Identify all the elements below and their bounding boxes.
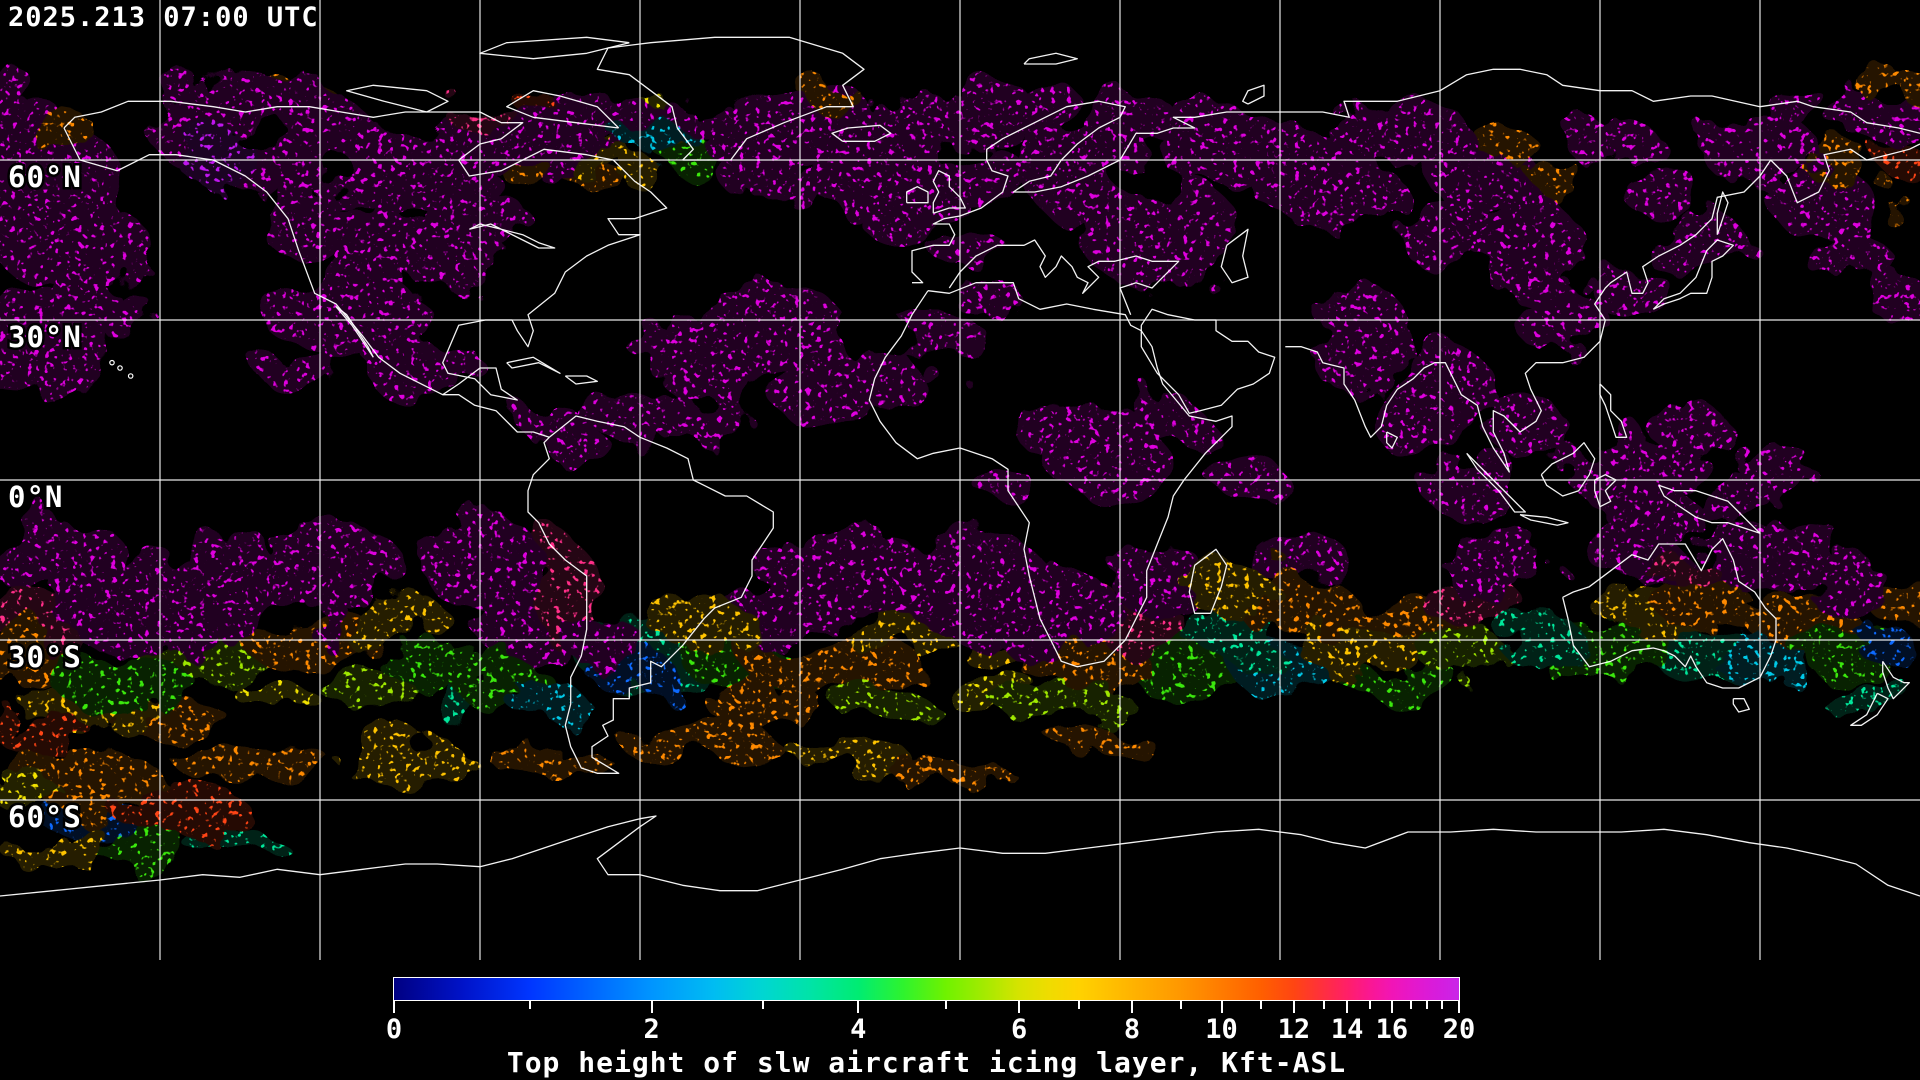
colorbar-tick (1131, 1001, 1133, 1013)
colorbar-tick-label: 10 (1205, 1014, 1238, 1045)
timestamp: 2025.213 07:00 UTC (8, 2, 319, 33)
colorbar-tick (1077, 1001, 1080, 1009)
coastline-path (906, 186, 929, 204)
colorbar-tick (1220, 1001, 1223, 1013)
coastline-path (1220, 228, 1249, 284)
coastline-path (0, 815, 1920, 897)
coastline-path (1386, 431, 1398, 449)
latitude-labels: 60°N 30°N 0°N 30°S 60°S (6, 158, 84, 837)
colorbar-tick (1368, 1001, 1371, 1009)
coastline-path (1658, 484, 1761, 534)
coastline-path (506, 90, 620, 129)
coastline-path (868, 282, 1233, 668)
coastline-path (527, 415, 774, 774)
latitude-label: 30°S (8, 640, 82, 674)
coastline-path (479, 36, 630, 60)
coastline-path (911, 68, 1920, 284)
colorbar-tick (1180, 1001, 1182, 1009)
coastline-path (469, 223, 556, 249)
colorbar-tick (761, 1001, 764, 1009)
coastline-path (1188, 548, 1228, 614)
coastline-path (1285, 143, 1920, 473)
coastline-path (506, 356, 561, 374)
coastline-path (346, 84, 449, 113)
colorbar-title: Top height of slw aircraft icing layer, … (506, 1046, 1347, 1079)
coastline-path (831, 124, 892, 142)
colorbar-tick (1346, 1001, 1349, 1013)
colorbar-tick (1441, 1001, 1443, 1009)
island-dot (127, 373, 134, 379)
colorbar-tick (1390, 1001, 1393, 1013)
colorbar-tick-label: 20 (1442, 1014, 1476, 1045)
coastline-path (948, 239, 1180, 315)
colorbar-tick-label: 16 (1375, 1014, 1409, 1045)
colorbar-tick (1458, 1001, 1460, 1013)
coastline-path (1540, 442, 1596, 497)
colorbar-tick (1292, 1001, 1295, 1013)
colorbar-tick (1259, 1001, 1262, 1009)
latitude-label: 60°S (8, 800, 82, 834)
latitude-label: 0°N (8, 480, 63, 514)
colorbar: 0 2 4 6 8 10 12 14 16 20 Top height of slw aircra… (386, 977, 1475, 1080)
colorbar-tick (944, 1001, 947, 1009)
coastline-path (1850, 692, 1889, 726)
colorbar-tick-label: 8 (1123, 1014, 1141, 1045)
island-dot (109, 359, 115, 366)
latitude-label: 60°N (8, 160, 82, 194)
colorbar-tick (857, 1001, 860, 1013)
coastline-path (1140, 308, 1276, 414)
coastline-path (1594, 474, 1617, 508)
coastline-path (1466, 452, 1526, 513)
coastline-path (335, 306, 374, 358)
coastlines (0, 36, 1920, 897)
colorbar-tick-label: 2 (643, 1014, 660, 1045)
coastline-path (63, 127, 550, 438)
coastline-path (63, 100, 668, 401)
coastline-path (932, 170, 966, 214)
world-map: 60°N 30°N 0°N 30°S 60°S 2025.213 07:00 UTC (0, 0, 1920, 960)
colorbar-tick (1322, 1001, 1325, 1009)
coastline-path (1652, 239, 1734, 310)
colorbar-tick (393, 1001, 395, 1013)
coastline-path (1732, 698, 1750, 713)
latitude-label: 30°N (8, 320, 82, 354)
colorbar-tick (1018, 1001, 1021, 1013)
colorbar-tick (1410, 1001, 1413, 1009)
coastline-path (1023, 52, 1078, 65)
coastline-path (1716, 191, 1729, 235)
island-dot (117, 365, 123, 371)
coastline-path (596, 36, 865, 161)
colorbar-tick-label: 0 (385, 1014, 403, 1045)
colorbar-tick (1426, 1001, 1428, 1009)
colorbar-tick-label: 14 (1330, 1014, 1364, 1045)
coastline-path (1242, 84, 1265, 105)
coastline-path (1519, 514, 1569, 526)
coastline-path (1882, 660, 1910, 700)
colorbar-gradient (393, 977, 1460, 1001)
colorbar-tick (650, 1001, 653, 1013)
colorbar-tick-label: 6 (1011, 1014, 1028, 1045)
coastline-path (1562, 538, 1777, 689)
colorbar-tick (529, 1001, 532, 1009)
colorbar-tick-label: 4 (850, 1014, 867, 1045)
coastline-path (1599, 383, 1628, 438)
colorbar-tick-label: 12 (1277, 1014, 1311, 1045)
coastline-path (564, 375, 598, 385)
